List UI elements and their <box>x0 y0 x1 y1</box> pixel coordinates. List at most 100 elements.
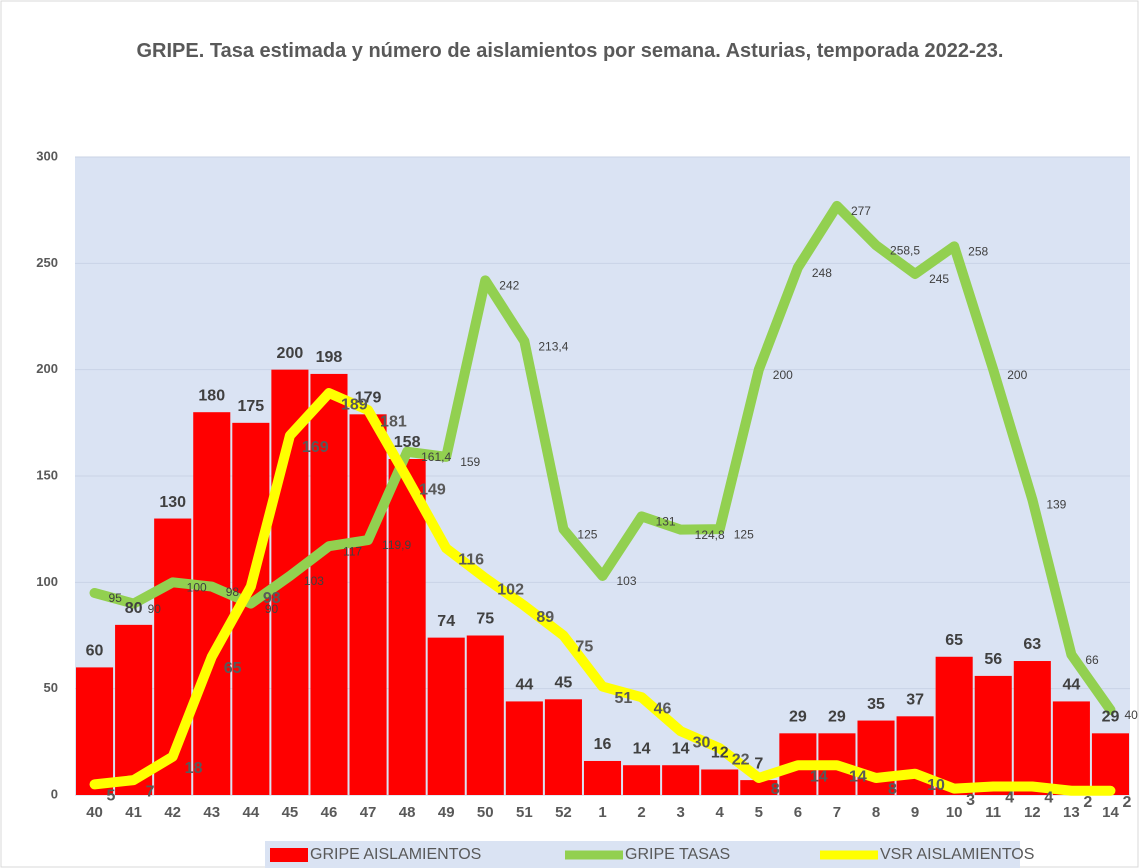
bar <box>544 699 582 795</box>
chart-title: GRIPE. Tasa estimada y número de aislami… <box>136 40 1004 62</box>
bar <box>1052 701 1090 795</box>
vsr-label: 98 <box>263 590 281 607</box>
x-tick-label: 1 <box>598 804 606 821</box>
x-tick-label: 11 <box>985 804 1001 821</box>
tasa-label: 258,5 <box>890 243 920 257</box>
line <box>89 388 1116 796</box>
bar <box>1091 733 1129 795</box>
y-tick-label: 0 <box>51 786 58 801</box>
vsr-label: 4 <box>1005 790 1014 807</box>
x-tick-label: 8 <box>872 804 880 821</box>
y-tick-label: 200 <box>36 361 58 376</box>
bar-label: 29 <box>828 709 846 726</box>
legend-label: VSR AISLAMIENTOS <box>880 846 1034 863</box>
vsr-label: 18 <box>185 760 203 777</box>
bar <box>76 667 114 795</box>
bar <box>193 412 231 795</box>
y-tick-label: 50 <box>44 680 58 695</box>
tasa-label: 200 <box>773 368 793 382</box>
y-tick-label: 150 <box>36 467 58 482</box>
y-tick-label: 100 <box>36 574 58 589</box>
x-tick-label: 14 <box>1102 804 1119 821</box>
bar-label: 12 <box>711 745 729 762</box>
bar <box>1013 661 1051 795</box>
tasa-label: 124,8 <box>695 528 725 542</box>
bar-label: 56 <box>984 651 1002 668</box>
x-tick-label: 2 <box>637 804 645 821</box>
tasa-label: 90 <box>265 602 279 616</box>
bar-label: 60 <box>86 643 104 660</box>
legend-label: GRIPE TASAS <box>625 846 730 863</box>
tasa-label: 248 <box>812 266 832 280</box>
legend-swatch <box>270 848 308 862</box>
tasa-label: 66 <box>1085 653 1099 667</box>
bar-label: 180 <box>198 387 225 404</box>
tasa-label: 90 <box>148 602 162 616</box>
tasa-label: 40 <box>1124 708 1138 722</box>
x-tick-label: 42 <box>164 804 181 821</box>
bar <box>427 637 465 795</box>
bar <box>740 780 778 795</box>
bar <box>505 701 543 795</box>
bar-label: 75 <box>476 611 494 628</box>
bar-label: 175 <box>237 398 264 415</box>
bar-label: 29 <box>1102 709 1120 726</box>
bar-label: 74 <box>437 613 455 630</box>
vsr-label: 8 <box>771 781 780 798</box>
legend-label: GRIPE AISLAMIENTOS <box>310 846 481 863</box>
tasa-label: 131 <box>656 515 676 529</box>
bar-label: 44 <box>515 677 533 694</box>
bar-label: 7 <box>754 755 763 772</box>
x-tick-label: 52 <box>555 804 572 821</box>
bar-label: 14 <box>633 740 651 757</box>
bar-label: 200 <box>277 345 304 362</box>
tasa-label: 242 <box>499 279 519 293</box>
tasa-label: 103 <box>304 574 324 588</box>
tasa-label: 95 <box>109 591 123 605</box>
x-tick-label: 48 <box>399 804 416 821</box>
bar-label: 130 <box>159 494 186 511</box>
vsr-label: 116 <box>458 552 484 569</box>
tasa-label: 117 <box>343 544 362 558</box>
tasa-label: 139 <box>1046 498 1066 512</box>
vsr-label: 3 <box>966 792 975 809</box>
bar <box>935 656 973 795</box>
tasa-label: 258 <box>968 244 988 258</box>
x-tick-label: 4 <box>716 804 725 821</box>
bar-label: 37 <box>906 692 924 709</box>
x-tick-label: 44 <box>242 804 259 821</box>
x-tick-label: 3 <box>676 804 684 821</box>
vsr-label: 51 <box>615 690 633 707</box>
y-tick-label: 300 <box>36 148 58 163</box>
vsr-label: 10 <box>927 777 945 794</box>
vsr-label: 181 <box>380 413 407 430</box>
vsr-label: 89 <box>536 609 554 626</box>
vsr-label: 2 <box>1083 794 1092 811</box>
tasa-label: 98 <box>226 585 240 599</box>
bar-label: 14 <box>672 740 690 757</box>
x-tick-label: 40 <box>86 804 103 821</box>
x-tick-label: 47 <box>360 804 377 821</box>
x-tick-label: 10 <box>946 804 963 821</box>
x-tick-label: 13 <box>1063 804 1080 821</box>
vsr-label: 149 <box>419 481 446 498</box>
vsr-label: 2 <box>1122 794 1131 811</box>
x-tick-label: 7 <box>833 804 841 821</box>
bar-label: 16 <box>594 736 612 753</box>
vsr-label: 14 <box>849 768 867 785</box>
tasa-label: 161,4 <box>421 450 451 464</box>
y-tick-label: 250 <box>36 255 58 270</box>
x-tick-label: 51 <box>516 804 533 821</box>
tasa-label: 159 <box>460 455 480 469</box>
vsr-label: 22 <box>732 751 750 768</box>
bar-label: 45 <box>555 675 573 692</box>
tasa-label: 100 <box>187 581 207 595</box>
tasa-label: 125 <box>577 527 597 541</box>
vsr-label: 30 <box>693 734 711 751</box>
vsr-label: 7 <box>146 783 155 800</box>
bar <box>115 624 153 795</box>
tasa-label: 213,4 <box>538 339 568 353</box>
vsr-label: 189 <box>341 396 368 413</box>
